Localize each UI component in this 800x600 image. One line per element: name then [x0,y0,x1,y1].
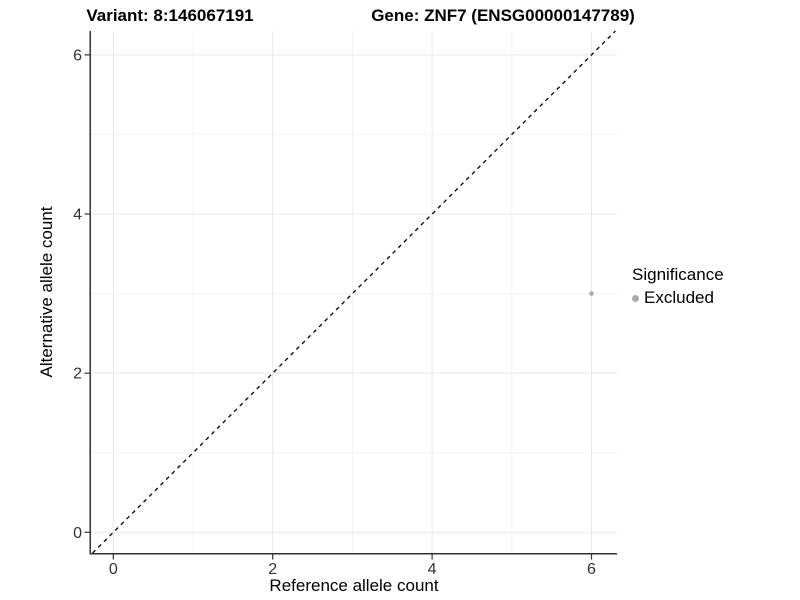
x-axis-title: Reference allele count [269,576,439,595]
y-tick-label: 0 [73,525,82,542]
x-tick-label: 6 [587,561,596,578]
x-tick-label: 2 [268,561,277,578]
y-tick-label: 6 [73,47,82,64]
legend: Significance Excluded [632,265,724,308]
y-tick-label: 2 [73,366,82,383]
y-tick-label: 4 [73,207,82,224]
plot-title-gene: Gene: ZNF7 (ENSG00000147789) [371,6,635,25]
identity-reference-line [92,30,616,554]
x-tick-label: 4 [428,561,437,578]
x-tick-label: 0 [109,561,118,578]
plot-title-variant: Variant: 8:146067191 [86,6,254,25]
legend-entry: Excluded [632,288,724,308]
legend-point-icon [632,294,639,302]
data-point [589,291,594,296]
y-axis-title: Alternative allele count [37,206,56,378]
legend-entry-label: Excluded [644,288,714,307]
legend-title: Significance [632,265,724,284]
